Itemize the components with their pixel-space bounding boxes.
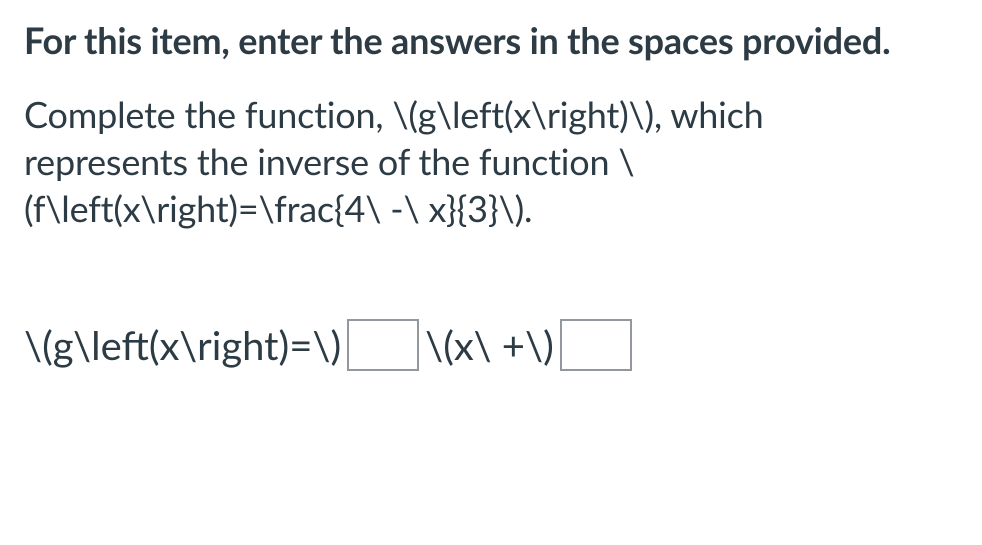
answer-blank-1[interactable] bbox=[347, 319, 419, 371]
answer-blank-2[interactable] bbox=[560, 319, 632, 371]
prompt-line-1: Complete the function, \(g\left(x\right)… bbox=[24, 92, 764, 136]
answer-row: \(g\left(x\right)=\) \(x\ +\) bbox=[24, 319, 958, 371]
prompt-line-2: represents the inverse of the function \ bbox=[24, 139, 634, 183]
prompt-line-3: (f\left(x\right)=\frac{4\ -\ x}{3}\). bbox=[24, 186, 532, 230]
question-prompt: Complete the function, \(g\left(x\right)… bbox=[24, 91, 958, 231]
instruction-text: For this item, enter the answers in the … bbox=[24, 18, 958, 63]
answer-mid: \(x\ +\) bbox=[425, 321, 554, 369]
answer-prefix: \(g\left(x\right)=\) bbox=[24, 321, 341, 369]
